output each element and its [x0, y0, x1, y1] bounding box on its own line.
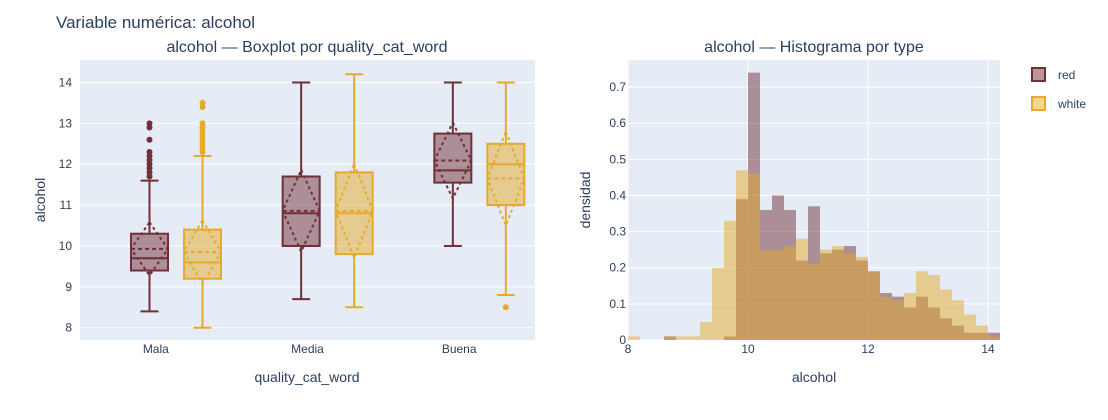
histogram-bar-white[interactable]	[892, 300, 904, 340]
histogram-bar-white[interactable]	[856, 256, 868, 340]
outlier-point[interactable]	[146, 120, 153, 127]
histogram-bar-white[interactable]	[976, 325, 988, 340]
histogram-bar-white[interactable]	[952, 300, 964, 340]
histogram-bar-white[interactable]	[904, 293, 916, 340]
legend-label-white: white	[1057, 97, 1086, 111]
outlier-point[interactable]	[199, 99, 206, 106]
legend-swatch-red	[1031, 67, 1046, 82]
outlier-point[interactable]	[502, 304, 509, 311]
y-tick-label: 12	[59, 157, 73, 171]
histogram-bar-white[interactable]	[988, 336, 1000, 340]
histogram-bar-white[interactable]	[664, 336, 676, 340]
y-tick-label: 0.1	[609, 297, 626, 311]
boxplot-x-axis-title: quality_cat_word	[254, 369, 359, 385]
histogram-bar-white[interactable]	[700, 321, 712, 340]
x-tick-label: 14	[981, 342, 995, 356]
page-title: Variable numérica: alcohol	[56, 13, 256, 32]
outlier-point[interactable]	[146, 148, 153, 155]
x-tick-label: 8	[625, 342, 632, 356]
sd-diamond	[334, 161, 374, 261]
box-red-buena[interactable]	[433, 81, 473, 247]
histogram-bar-white[interactable]	[916, 271, 928, 340]
histogram-bar-white[interactable]	[880, 296, 892, 340]
legend-item-red[interactable]: red	[1031, 67, 1075, 82]
y-tick-label: 14	[59, 75, 73, 89]
boxplot-panel: 8 9 10 11 12 13 14 Mala Media Buena alcohol — Boxp…	[32, 39, 535, 385]
box-white-buena[interactable]	[486, 81, 526, 311]
histogram-bar-white[interactable]	[736, 170, 748, 340]
histogram-bar-white[interactable]	[940, 289, 952, 340]
legend-item-white[interactable]: white	[1031, 96, 1086, 111]
histogram-bar-white[interactable]	[928, 274, 940, 340]
outlier-point[interactable]	[146, 136, 153, 143]
histogram-bar-white[interactable]	[772, 249, 784, 340]
legend[interactable]: red white	[1031, 67, 1086, 111]
histogram-bar-white[interactable]	[748, 173, 760, 340]
histogram-x-axis-title: alcohol	[792, 369, 836, 385]
iqr-box[interactable]	[183, 228, 222, 280]
histogram-bar-white[interactable]	[724, 220, 736, 340]
legend-swatch-white	[1031, 96, 1046, 111]
y-tick-label: 8	[65, 321, 72, 335]
y-tick-label: 0.3	[609, 225, 626, 239]
histogram-bar-white[interactable]	[844, 253, 856, 340]
sd-diamond	[182, 218, 223, 286]
histogram-bar-white[interactable]	[712, 267, 724, 340]
legend-label-red: red	[1058, 68, 1075, 82]
histogram-bar-white[interactable]	[868, 271, 880, 340]
histogram-y-axis-title: densidad	[577, 172, 593, 229]
iqr-box[interactable]	[433, 132, 473, 184]
histogram-bar-white[interactable]	[832, 246, 844, 340]
histogram-title: alcohol — Histograma por type	[704, 39, 924, 56]
y-tick-label: 0	[619, 333, 626, 347]
histogram-panel: 0 0.1 0.2 0.3 0.4 0.5 0.6 0.7 8 10 12 14 alcohol — H…	[577, 39, 1000, 385]
x-tick-label: 12	[861, 342, 875, 356]
y-tick-label: 10	[59, 239, 73, 253]
histogram-bar-white[interactable]	[676, 336, 688, 340]
y-tick-label: 11	[60, 198, 73, 212]
box-white-mala[interactable]	[182, 99, 223, 329]
y-tick-label: 0.4	[609, 188, 626, 202]
y-tick-label: 0.6	[609, 116, 626, 130]
iqr-box[interactable]	[486, 142, 526, 207]
outlier-point[interactable]	[199, 120, 206, 127]
boxplot-y-axis-title: alcohol	[32, 178, 48, 222]
y-tick-label: 0.5	[609, 152, 626, 166]
box-red-mala[interactable]	[129, 120, 170, 313]
box-white-media[interactable]	[334, 73, 374, 309]
histogram-bar-white[interactable]	[688, 336, 700, 340]
sd-diamond	[486, 128, 526, 229]
box-red-media[interactable]	[281, 81, 321, 301]
histogram-bar-white[interactable]	[964, 314, 976, 340]
y-tick-label: 0.2	[609, 261, 626, 275]
histogram-bar-white[interactable]	[796, 238, 808, 340]
histogram-bar-white[interactable]	[784, 246, 796, 340]
boxplot-title: alcohol — Boxplot por quality_cat_word	[166, 39, 447, 56]
y-tick-label: 0.7	[609, 80, 626, 94]
histogram-bar-white[interactable]	[820, 249, 832, 340]
x-tick-label: Media	[291, 342, 324, 356]
x-tick-label: 10	[741, 342, 755, 356]
y-tick-label: 13	[59, 116, 73, 130]
sd-diamond	[433, 120, 473, 201]
y-tick-label: 9	[65, 280, 72, 294]
histogram-bar-white[interactable]	[628, 336, 640, 340]
x-tick-label: Buena	[442, 342, 477, 356]
histogram-bar-white[interactable]	[808, 264, 820, 340]
histogram-bar-white[interactable]	[760, 249, 772, 340]
x-tick-label: Mala	[143, 342, 169, 356]
